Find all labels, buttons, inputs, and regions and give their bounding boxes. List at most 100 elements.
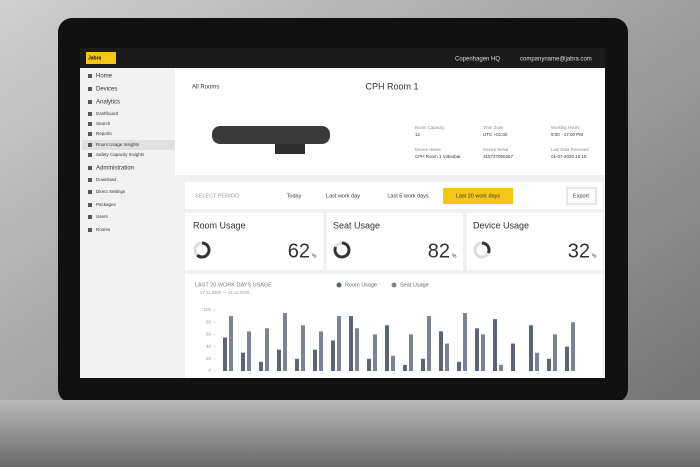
bar — [265, 328, 269, 371]
info-value: CPH Room 1 Videobar — [415, 154, 461, 159]
card-unit: % — [592, 253, 597, 259]
info-value: 01-07-2020 15:15 — [551, 154, 587, 159]
back-link[interactable]: All Rooms — [192, 85, 219, 91]
bar — [259, 361, 263, 371]
bar — [349, 316, 353, 371]
page-title: CPH Room 1 — [365, 81, 418, 91]
sidebar-icon — [88, 122, 92, 126]
sidebar-icon — [88, 74, 92, 78]
sidebar-highlight — [82, 140, 175, 150]
export-button[interactable] — [566, 187, 597, 205]
y-tick-label: 40 — [206, 344, 212, 349]
bar — [301, 325, 305, 371]
sidebar-item[interactable]: Home — [96, 74, 113, 80]
info-value: 9:00 - 17:00 PM — [551, 132, 583, 137]
sidebar-item[interactable]: Users — [96, 214, 109, 219]
export[interactable]: Export — [573, 193, 589, 199]
sidebar-item[interactable]: Direct Settings — [96, 189, 126, 194]
y-tick-label: 80 — [206, 319, 212, 324]
sidebar-icon — [88, 228, 92, 232]
bar — [403, 364, 407, 371]
bar — [283, 313, 287, 371]
legend-label: Room Usage — [345, 282, 377, 288]
bar — [229, 316, 233, 371]
card-title: Room Usage — [193, 220, 246, 230]
bar — [421, 358, 425, 371]
bar — [445, 343, 449, 371]
sidebar-item[interactable]: Devices — [96, 87, 117, 93]
bar — [247, 331, 251, 371]
card-title: Device Usage — [473, 220, 529, 230]
bar — [391, 355, 395, 371]
period-option[interactable]: Last 5 work days — [387, 193, 429, 199]
bar — [241, 352, 245, 371]
sidebar-item[interactable]: Packages — [96, 202, 117, 207]
period-label: SELECT PERIOD — [195, 193, 239, 199]
sidebar-icon — [88, 112, 92, 116]
info-label: Room Capacity — [415, 125, 445, 130]
period-option[interactable]: Today — [287, 193, 302, 199]
donut-arc — [333, 241, 351, 259]
device-image — [212, 126, 330, 144]
account[interactable]: companyname@jabra.com — [520, 57, 592, 63]
bar — [511, 343, 515, 371]
bar — [529, 325, 533, 371]
bar — [427, 316, 431, 371]
donut-arc — [481, 241, 491, 254]
period-option[interactable]: Last work day — [326, 193, 360, 199]
top-bar — [80, 48, 605, 68]
sidebar-item[interactable]: Safety Capacity Insights — [96, 152, 145, 157]
bar — [553, 334, 557, 371]
sidebar-item[interactable]: Room Usage Insights — [96, 142, 140, 147]
card — [185, 213, 323, 270]
logo: Jabra — [88, 55, 102, 61]
info-value: 315727050267 — [483, 154, 514, 159]
info-label: Working Hours — [551, 125, 579, 130]
bar — [499, 364, 503, 371]
device-stand — [275, 144, 305, 154]
bar — [277, 349, 281, 371]
bar — [373, 334, 377, 371]
card — [327, 213, 463, 270]
sidebar-icon — [88, 143, 92, 147]
period-active[interactable] — [443, 188, 513, 204]
location[interactable]: Copenhagen HQ — [455, 57, 500, 63]
info-value: 12 — [415, 132, 421, 137]
sidebar-icon — [88, 153, 92, 157]
bar — [337, 316, 341, 371]
bar — [475, 328, 479, 371]
sidebar-item[interactable]: Dashboard — [96, 111, 119, 116]
sidebar-icon — [88, 178, 92, 182]
bar — [493, 319, 497, 371]
info-label: Device Name — [415, 147, 441, 152]
bar — [295, 358, 299, 371]
sidebar-item[interactable]: Rooms — [96, 227, 111, 232]
card-value: 32 — [568, 240, 590, 262]
info-label: Device Serial — [483, 147, 508, 152]
card-value: 82 — [428, 240, 450, 262]
card — [467, 213, 603, 270]
sidebar-item[interactable]: Administration — [96, 166, 134, 172]
bar — [367, 358, 371, 371]
bar — [463, 313, 467, 371]
sidebar-icon — [88, 100, 92, 104]
bar — [547, 358, 551, 371]
period-bar — [185, 182, 603, 209]
laptop-base — [0, 400, 700, 467]
sidebar-icon — [88, 166, 92, 170]
sidebar-item[interactable]: Search — [96, 121, 111, 126]
info-value: UTC +01:00 — [483, 132, 508, 137]
y-tick-label: 20 — [206, 356, 212, 361]
card-unit: % — [312, 253, 317, 259]
sidebar-item[interactable]: Analytics — [96, 100, 120, 106]
period-option[interactable]: Last 20 work days — [456, 193, 501, 199]
bar — [439, 331, 443, 371]
bar — [385, 325, 389, 371]
y-tick-label: 0 — [208, 368, 211, 373]
sidebar-item[interactable]: Download — [96, 177, 117, 182]
card-title: Seat Usage — [333, 220, 380, 230]
card-unit: % — [452, 253, 457, 259]
sidebar-item[interactable]: Reports — [96, 131, 113, 136]
bar — [355, 328, 359, 371]
